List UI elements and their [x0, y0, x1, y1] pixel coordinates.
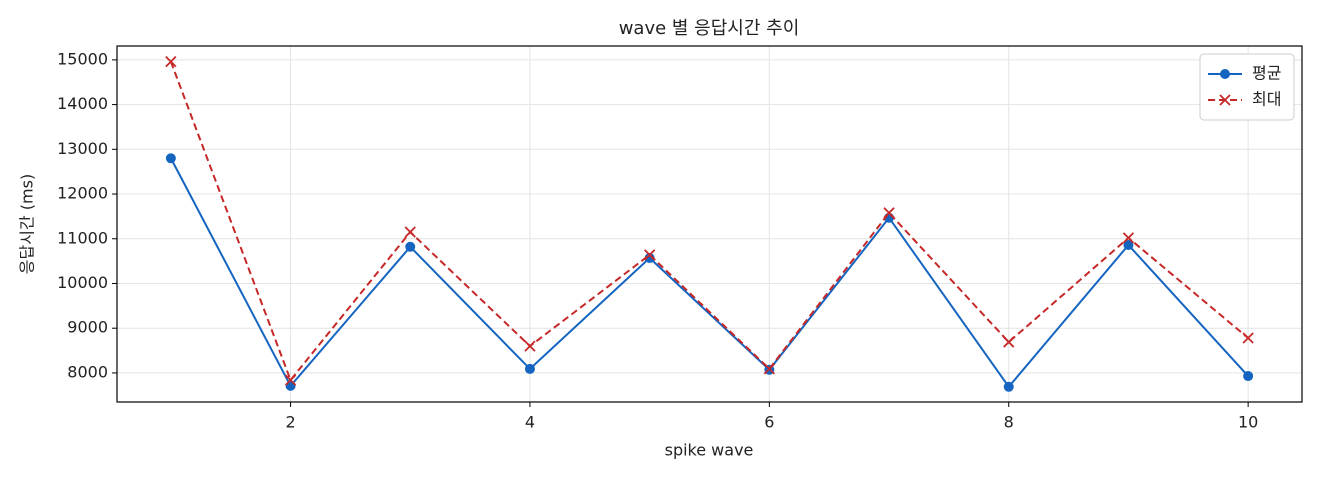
y-tick-label: 10000 [57, 273, 108, 292]
marker [1122, 232, 1135, 244]
marker [1242, 332, 1254, 344]
chart-title: wave 별 응답시간 추이 [619, 18, 800, 39]
y-tick-label: 11000 [57, 228, 108, 247]
legend-label: 평균 [1252, 64, 1281, 83]
plot-frame [116, 45, 1303, 403]
marker [644, 249, 656, 261]
y-tick-label: 14000 [57, 94, 108, 113]
y-tick-label: 8000 [67, 362, 108, 381]
x-tick-label: 2 [285, 413, 295, 432]
marker [883, 207, 895, 219]
y-axis-label: 응답시간 (ms) [18, 174, 37, 274]
y-tick-label: 15000 [57, 49, 108, 68]
legend-marker [1219, 94, 1231, 106]
legend-label: 최대 [1252, 90, 1281, 109]
marker [404, 226, 416, 238]
x-tick-label: 10 [1238, 413, 1258, 432]
y-tick-label: 9000 [67, 318, 108, 337]
marker [524, 363, 535, 374]
marker [1003, 381, 1014, 392]
y-tick-label: 12000 [57, 184, 108, 203]
line [169, 157, 1249, 389]
marker [1003, 336, 1015, 348]
marker [165, 56, 177, 68]
marker [165, 153, 176, 164]
y-tick-label: 13000 [57, 139, 108, 158]
marker [763, 363, 775, 375]
marker [524, 340, 536, 352]
marker [644, 252, 655, 263]
x-tick-label: 8 [1004, 413, 1014, 432]
x-tick-label: 6 [764, 413, 774, 432]
legend-marker [1220, 69, 1230, 79]
line [169, 61, 1249, 383]
x-axis-label: spike wave [665, 441, 754, 460]
marker [1243, 371, 1254, 382]
marker [1123, 240, 1134, 251]
marker [405, 241, 416, 252]
x-tick-label: 4 [525, 413, 535, 432]
marker [284, 374, 297, 386]
